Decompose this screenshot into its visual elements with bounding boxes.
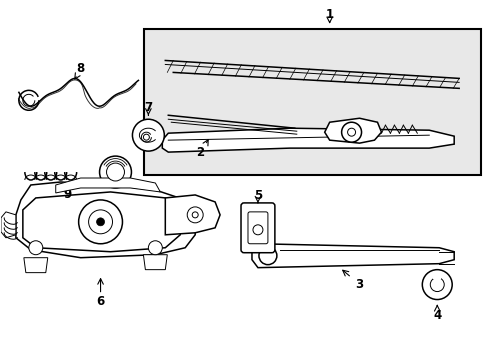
Circle shape <box>88 210 112 234</box>
Polygon shape <box>165 195 220 235</box>
Circle shape <box>96 218 104 226</box>
Circle shape <box>429 278 443 292</box>
Circle shape <box>187 207 203 223</box>
Bar <box>144 28 480 175</box>
Text: 5: 5 <box>253 189 262 202</box>
Text: 8: 8 <box>76 62 84 75</box>
Polygon shape <box>251 244 453 268</box>
Circle shape <box>192 212 198 218</box>
Circle shape <box>143 134 149 140</box>
Circle shape <box>347 128 355 136</box>
Polygon shape <box>1 212 16 238</box>
Polygon shape <box>143 255 167 270</box>
Circle shape <box>252 225 263 235</box>
Circle shape <box>106 163 124 181</box>
Text: 3: 3 <box>355 278 363 291</box>
Text: 9: 9 <box>63 188 72 202</box>
Text: 6: 6 <box>96 295 104 308</box>
Circle shape <box>132 119 164 151</box>
Polygon shape <box>324 118 381 143</box>
Polygon shape <box>56 178 160 193</box>
Text: 7: 7 <box>144 101 152 114</box>
Polygon shape <box>24 258 48 273</box>
Polygon shape <box>23 192 180 252</box>
Circle shape <box>148 241 162 255</box>
Polygon shape <box>162 128 453 152</box>
Polygon shape <box>16 182 195 258</box>
Text: 1: 1 <box>325 8 333 21</box>
FancyBboxPatch shape <box>241 203 274 253</box>
Text: 2: 2 <box>196 145 204 159</box>
Circle shape <box>422 270 451 300</box>
Circle shape <box>100 156 131 188</box>
Circle shape <box>259 247 276 265</box>
Circle shape <box>29 241 42 255</box>
Circle shape <box>79 200 122 244</box>
Circle shape <box>341 122 361 142</box>
Text: 4: 4 <box>432 309 441 322</box>
